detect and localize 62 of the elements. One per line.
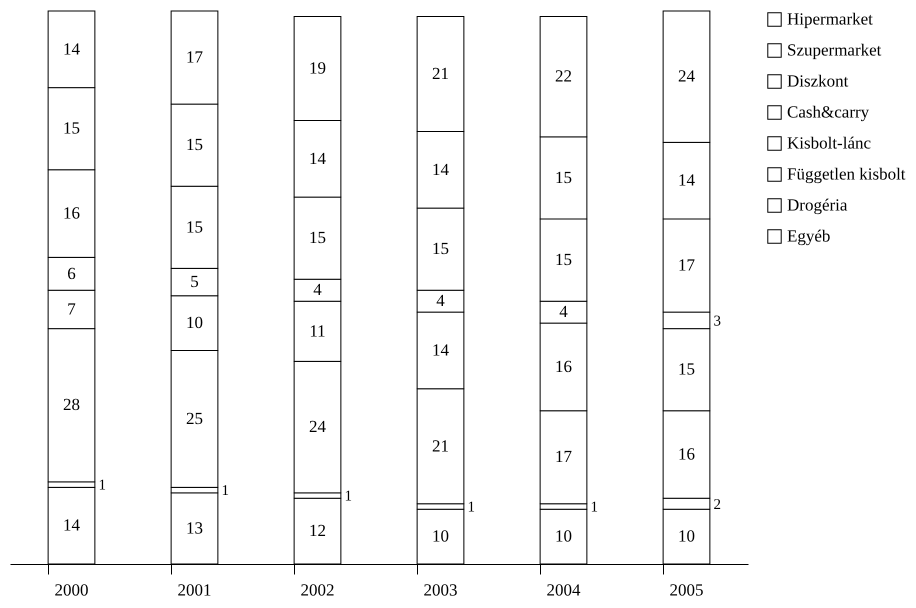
data-label: 15 xyxy=(555,250,572,270)
data-label: 14 xyxy=(63,39,80,58)
data-label: 24 xyxy=(309,417,326,436)
data-label: 28 xyxy=(63,395,80,414)
legend-label: Szupermarket xyxy=(787,40,882,60)
legend-label: Független kisbolt xyxy=(787,164,906,184)
data-label: 15 xyxy=(63,118,80,138)
x-tick-label: 2005 xyxy=(670,580,704,600)
data-label: 15 xyxy=(678,360,695,379)
data-label: 10 xyxy=(555,526,572,546)
data-label: 14 xyxy=(63,516,80,535)
data-label: 21 xyxy=(432,436,449,456)
data-label: 1 xyxy=(590,500,598,516)
data-label: 14 xyxy=(678,170,696,190)
data-label: 1 xyxy=(344,488,352,505)
x-tick-label: 2003 xyxy=(424,580,458,600)
data-label: 15 xyxy=(555,168,572,187)
data-label: 10 xyxy=(186,313,203,332)
legend-label: Drogéria xyxy=(787,196,848,214)
legend-label: Egyéb xyxy=(787,226,830,246)
data-label: 15 xyxy=(186,217,203,236)
data-label: 17 xyxy=(555,447,572,466)
x-tick-label: 2000 xyxy=(54,580,88,600)
data-label: 4 xyxy=(559,302,568,322)
data-label: 14 xyxy=(432,340,450,360)
data-label: 10 xyxy=(432,526,449,546)
x-tick-label: 2004 xyxy=(546,580,581,600)
data-label: 25 xyxy=(186,408,203,428)
x-tick-label: 2001 xyxy=(178,580,212,600)
data-label: 21 xyxy=(432,64,449,83)
data-label: 4 xyxy=(313,280,322,300)
data-label: 13 xyxy=(186,518,203,538)
data-label: 14 xyxy=(432,160,450,179)
data-label: 1 xyxy=(468,500,475,516)
legend-label: Diszkont xyxy=(787,72,849,90)
data-label: 7 xyxy=(67,299,76,318)
data-label: 6 xyxy=(67,264,76,283)
data-label: 3 xyxy=(714,313,721,330)
data-label: 11 xyxy=(309,321,326,340)
data-label: 15 xyxy=(309,228,326,248)
data-label: 24 xyxy=(678,66,696,86)
data-label: 19 xyxy=(309,58,326,78)
legend-label: Hipermarket xyxy=(787,10,874,28)
data-label: 4 xyxy=(436,291,446,310)
data-label: 22 xyxy=(555,66,572,86)
data-label: 15 xyxy=(432,239,449,258)
legend-label: Cash&carry xyxy=(787,102,870,122)
data-label: 14 xyxy=(309,148,326,168)
data-label: 16 xyxy=(63,204,80,223)
data-label: 12 xyxy=(309,521,326,540)
data-label: 2 xyxy=(714,496,721,513)
legend-label: Kisbolt-lánc xyxy=(787,134,872,152)
data-label: 10 xyxy=(678,526,695,546)
data-label: 5 xyxy=(190,272,199,292)
data-label: 17 xyxy=(678,256,696,275)
data-label: 15 xyxy=(186,135,203,154)
data-label: 1 xyxy=(98,478,106,494)
data-label: 17 xyxy=(186,48,204,67)
data-label: 1 xyxy=(222,483,229,500)
data-label: 16 xyxy=(678,444,695,464)
x-tick-label: 2002 xyxy=(300,580,334,600)
data-label: 16 xyxy=(555,356,572,376)
